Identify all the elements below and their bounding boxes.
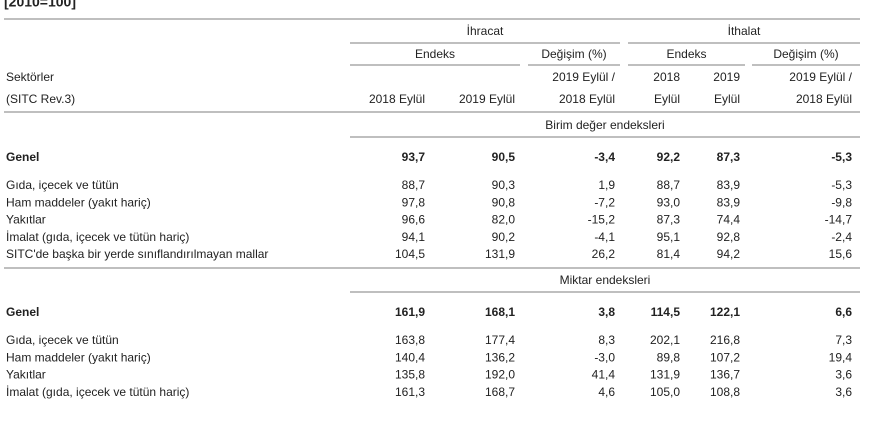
cell: 3,6 [835,385,852,399]
column-header: 2019 Eylül / [789,70,852,84]
cell: 4,6 [598,385,615,399]
cell: 97,8 [402,195,426,209]
cell: 202,1 [650,333,680,347]
row-label: Ham maddeler (yakıt hariç) [6,195,151,209]
cell: -14,7 [825,213,853,227]
cell: 136,7 [710,368,740,382]
cell: 168,1 [485,305,515,319]
column-header: 2018 Eylül [796,92,852,106]
column-header: Eylül [654,92,680,106]
cell: -5,3 [831,178,852,192]
cell: 89,8 [657,350,681,364]
cell: 90,2 [492,230,516,244]
cell: 94,2 [717,247,741,261]
cell: 105,0 [650,385,680,399]
cell: 19,4 [829,350,853,364]
cell: -5,3 [831,150,852,164]
cell: 93,0 [657,195,681,209]
subgroup-header: Değişim (%) [773,47,838,61]
cell: -4,1 [594,230,615,244]
cell: 81,4 [657,247,681,261]
row-label: Ham maddeler (yakıt hariç) [6,350,151,364]
cell: 96,6 [402,213,426,227]
cell: -2,4 [831,230,852,244]
cell: 88,7 [402,178,426,192]
stub-header: Sektörler [6,70,54,84]
cell: 3,6 [835,368,852,382]
column-header: 2018 Eylül [369,92,425,106]
cell: 163,8 [395,333,425,347]
cell: 87,3 [717,150,741,164]
cell: 131,9 [650,368,680,382]
cell: 114,5 [651,305,681,319]
column-header: 2018 Eylül [559,92,615,106]
row-label: Genel [6,305,39,319]
cell: 135,8 [395,368,425,382]
cell: 131,9 [485,247,515,261]
cell: 140,4 [395,350,425,364]
row-label: Genel [6,150,39,164]
cell: 1,9 [598,178,615,192]
column-header: 2019 Eylül / [552,70,615,84]
cell: 216,8 [710,333,740,347]
cell: 74,4 [717,213,741,227]
cell: -7,2 [594,195,615,209]
column-header: 2019 [713,70,740,84]
section-title: Birim değer endeksleri [545,118,664,132]
cell: 90,8 [492,195,516,209]
cell: 122,1 [710,305,740,319]
cell: -3,4 [594,150,615,164]
cell: 104,5 [395,247,425,261]
stub-header: (SITC Rev.3) [6,92,75,106]
cell: 88,7 [657,178,681,192]
cell: 192,0 [485,368,515,382]
cell: 93,7 [402,150,426,164]
group-header: İhracat [467,24,504,38]
subgroup-header: Değişim (%) [541,47,606,61]
subgroup-header: Endeks [415,47,455,61]
cell: 161,3 [395,385,425,399]
cell: 161,9 [395,305,425,319]
row-label: Yakıtlar [6,368,46,382]
column-header: 2018 [653,70,680,84]
column-header: Eylül [714,92,740,106]
cell: 95,1 [657,230,681,244]
row-label: İmalat (gıda, içecek ve tütün hariç) [6,385,189,399]
cell: 41,4 [592,368,616,382]
group-header: İthalat [728,24,761,38]
cell: 177,4 [485,333,515,347]
cell: 15,6 [829,247,853,261]
cell: 8,3 [598,333,615,347]
cell: 92,2 [657,150,681,164]
cell: 107,2 [710,350,740,364]
cell: 94,1 [402,230,426,244]
cell: 136,2 [485,350,515,364]
cell: 7,3 [835,333,852,347]
cell: 92,8 [717,230,741,244]
cell: 168,7 [485,385,515,399]
cell: 82,0 [492,213,516,227]
cell: 3,8 [598,305,615,319]
cell: -3,0 [594,350,615,364]
row-label: Gıda, içecek ve tütün [6,178,119,192]
cell: 83,9 [717,178,741,192]
cell: 6,6 [835,305,852,319]
cell: 90,5 [492,150,516,164]
cell: 108,8 [710,385,740,399]
table-title: [2010=100] [4,0,76,10]
row-label: Gıda, içecek ve tütün [6,333,119,347]
subgroup-header: Endeks [666,47,706,61]
row-label: İmalat (gıda, içecek ve tütün hariç) [6,230,189,244]
cell: -15,2 [588,213,616,227]
cell: 90,3 [492,178,516,192]
row-label: SITC'de başka bir yerde sınıflandırılmay… [6,247,268,261]
cell: 26,2 [592,247,616,261]
section-title: Miktar endeksleri [560,273,651,287]
cell: 83,9 [717,195,741,209]
cell: 87,3 [657,213,681,227]
cell: -9,8 [831,195,852,209]
row-label: Yakıtlar [6,213,46,227]
column-header: 2019 Eylül [459,92,515,106]
